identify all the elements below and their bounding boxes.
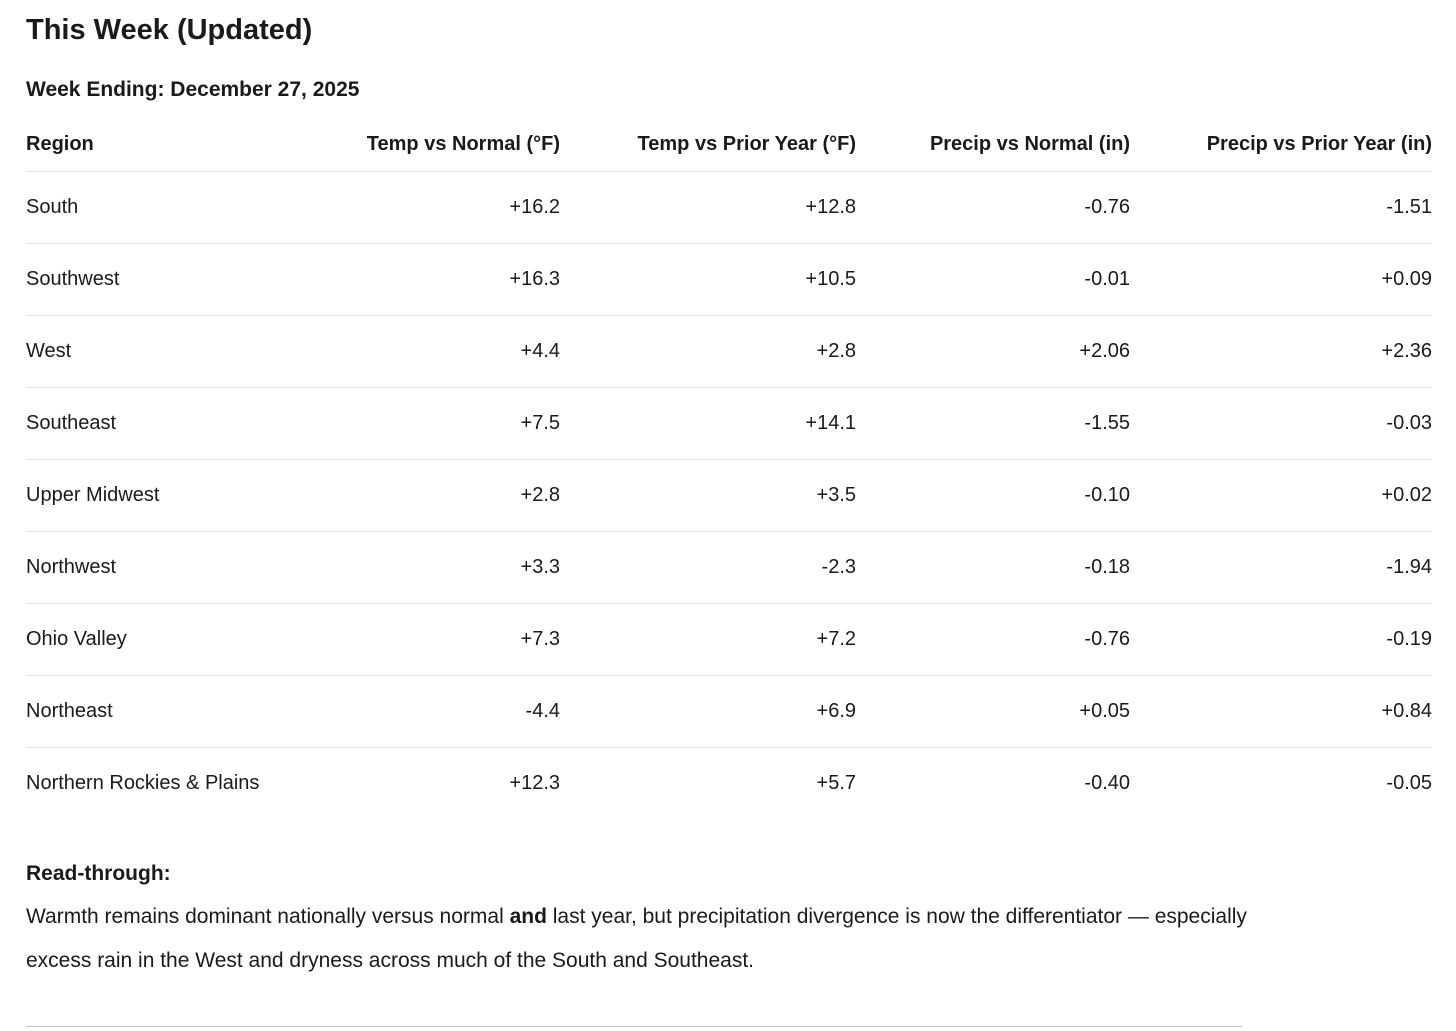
readthrough-heading: Read-through: [26,861,171,885]
precip-vs-normal-cell: -0.76 [856,171,1130,244]
temp-vs-prior-year-cell: +5.7 [816,771,856,794]
week-ending-subtitle: Week Ending: December 27, 2025 [26,78,360,102]
readthrough-bold-word: and [509,904,547,928]
region-cell: Upper Midwest [26,459,342,532]
temp-vs-normal-cell: +7.3 [342,603,560,676]
table-row: Southwest +16.3 +10.5 -0.01 +0.09 [26,243,1432,316]
table-header-row: Region Temp vs Normal (°F) Temp vs Prior… [26,123,1432,172]
temp-vs-normal-cell: +3.3 [342,531,560,604]
region-cell: Northern Rockies & Plains [26,771,260,794]
bottom-divider [26,1025,1242,1027]
region-cell: South [26,171,342,244]
page-title: This Week (Updated) [26,14,313,46]
precip-vs-prior-year-cell: -1.51 [1130,171,1432,244]
temp-vs-prior-year-cell: +3.5 [560,459,856,532]
temp-vs-normal-cell: +4.4 [342,315,560,388]
temp-vs-prior-year-cell: +7.2 [560,603,856,676]
table-row: Northeast -4.4 +6.9 +0.05 +0.84 [26,675,1432,748]
precip-vs-prior-year-cell: +0.02 [1130,459,1432,532]
precip-vs-normal-cell: -0.01 [856,243,1130,316]
precip-vs-prior-year-cell: +0.09 [1130,243,1432,316]
precip-vs-normal-cell: -0.40 [1084,771,1130,794]
region-cell: Ohio Valley [26,603,342,676]
region-cell: Northeast [26,675,342,748]
precip-vs-normal-cell: -0.76 [856,603,1130,676]
column-header-region: Region [26,123,342,172]
precip-vs-normal-cell: -1.55 [856,387,1130,460]
temp-vs-prior-year-cell: +6.9 [560,675,856,748]
column-header-precip-vs-prior-year: Precip vs Prior Year (in) [1130,123,1432,172]
column-header-temp-vs-prior-year: Temp vs Prior Year (°F) [560,123,856,172]
precip-vs-normal-cell: +0.05 [856,675,1130,748]
temp-vs-prior-year-cell: +2.8 [560,315,856,388]
readthrough-text-after: last year, but precipitation divergence … [26,904,1247,972]
table-row: Upper Midwest +2.8 +3.5 -0.10 +0.02 [26,459,1432,532]
precip-vs-normal-cell: -0.10 [856,459,1130,532]
table-row: Southeast +7.5 +14.1 -1.55 -0.03 [26,387,1432,460]
region-cell: West [26,315,342,388]
temp-vs-normal-cell: +16.2 [342,171,560,244]
temp-vs-prior-year-cell: +12.8 [560,171,856,244]
temp-vs-normal-cell: -4.4 [342,675,560,748]
region-cell: Southwest [26,243,342,316]
readthrough-text-before: Warmth remains dominant nationally versu… [26,904,510,928]
table-row: Northern Rockies & Plains +12.3 +5.7 -0.… [26,747,1432,819]
readthrough-paragraph: Warmth remains dominant nationally versu… [26,895,1261,983]
temp-vs-prior-year-cell: +10.5 [560,243,856,316]
temp-vs-normal-cell: +7.5 [342,387,560,460]
temp-vs-normal-cell: +12.3 [509,771,560,794]
regional-weather-table: Region Temp vs Normal (°F) Temp vs Prior… [26,123,1432,819]
precip-vs-prior-year-cell: -0.03 [1130,387,1432,460]
table-row: Northwest +3.3 -2.3 -0.18 -1.94 [26,531,1432,604]
precip-vs-normal-cell: -0.18 [856,531,1130,604]
temp-vs-normal-cell: +2.8 [342,459,560,532]
column-header-precip-vs-normal: Precip vs Normal (in) [856,123,1130,172]
column-header-temp-vs-normal: Temp vs Normal (°F) [342,123,560,172]
region-cell: Northwest [26,531,342,604]
precip-vs-normal-cell: +2.06 [856,315,1130,388]
precip-vs-prior-year-cell: -0.05 [1386,771,1432,794]
temp-vs-prior-year-cell: +14.1 [560,387,856,460]
temp-vs-normal-cell: +16.3 [342,243,560,316]
table-row: West +4.4 +2.8 +2.06 +2.36 [26,315,1432,388]
region-cell: Southeast [26,387,342,460]
precip-vs-prior-year-cell: -1.94 [1130,531,1432,604]
precip-vs-prior-year-cell: +2.36 [1130,315,1432,388]
table-row: South +16.2 +12.8 -0.76 -1.51 [26,171,1432,244]
temp-vs-prior-year-cell: -2.3 [560,531,856,604]
precip-vs-prior-year-cell: -0.19 [1130,603,1432,676]
precip-vs-prior-year-cell: +0.84 [1130,675,1432,748]
table-row: Ohio Valley +7.3 +7.2 -0.76 -0.19 [26,603,1432,676]
